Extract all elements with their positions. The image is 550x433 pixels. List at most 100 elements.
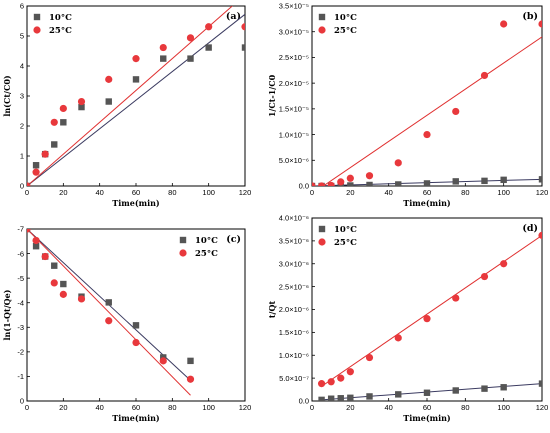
y-tick-label: 5.0×10⁻⁶ (279, 156, 309, 165)
point-25c (423, 130, 431, 139)
point-25c (27, 182, 31, 186)
point-25c (327, 378, 335, 386)
point-25c (327, 181, 335, 186)
legend-marker (179, 236, 187, 244)
y-tick-label: 2.5×10⁻⁵ (279, 53, 309, 62)
y-tick-label: 1.0×10⁻⁵ (279, 130, 309, 139)
point-10c (347, 394, 354, 401)
point-10c (366, 393, 373, 400)
y-tick-label: 2.0×10⁻⁶ (279, 305, 309, 314)
point-25c (32, 168, 40, 176)
point-25c (538, 20, 542, 28)
fit-line-10c (27, 13, 245, 186)
point-25c (186, 34, 195, 42)
x-tick-label: 0 (310, 403, 314, 412)
point-10c (481, 385, 488, 392)
point-25c (346, 174, 354, 182)
fit-line-25c (321, 234, 542, 387)
point-25c (132, 55, 140, 63)
point-25c (105, 317, 113, 325)
x-tick-label: 80 (168, 403, 176, 412)
point-10c (32, 162, 40, 169)
panel-a: 0 20 40 60 80 100 120 0 1 2 3 4 5 6 Time(min) ln(Ct/C0)… (2, 2, 251, 208)
x-tick-label: 100 (497, 188, 510, 197)
legend-entry-10c: 10°C (179, 236, 218, 246)
point-10c (78, 103, 85, 111)
y-tick-label: 0 (20, 182, 24, 191)
point-25c (159, 43, 167, 52)
x-tick-label: 40 (384, 403, 392, 412)
point-10c (423, 389, 431, 396)
point-25c (346, 368, 354, 376)
x-tick-label: 0 (25, 403, 29, 412)
fit-line-25c (27, 229, 191, 396)
y-tick-label: 1 (20, 152, 24, 161)
point-10c (318, 396, 325, 401)
point-10c (423, 180, 431, 186)
point-25c (41, 150, 49, 158)
x-axis-label: Time(min) (403, 198, 451, 208)
legend-marker (318, 26, 326, 34)
legend-marker (318, 225, 326, 233)
point-10c (51, 262, 58, 269)
legend-label: 10°C (195, 236, 218, 246)
y-tick-label: -3 (17, 323, 24, 332)
point-25c (317, 380, 326, 388)
y-tick-label: 0.0 (299, 182, 309, 191)
y-tick-label: 2.5×10⁻⁶ (279, 282, 309, 291)
point-10c (32, 243, 40, 250)
point-10c (452, 387, 459, 394)
point-25c (452, 107, 460, 116)
legend-label: 10°C (49, 13, 72, 23)
point-10c (132, 322, 140, 329)
x-tick-label: 60 (423, 403, 431, 412)
point-10c (538, 380, 542, 387)
y-tick-label: 1.5×10⁻⁵ (279, 105, 309, 114)
plot-area (317, 231, 542, 401)
point-10c (105, 299, 112, 306)
point-10c (241, 44, 245, 51)
x-tick-label: 120 (239, 188, 252, 197)
x-tick-label: 60 (132, 403, 140, 412)
legend-label: 25°C (334, 238, 357, 248)
point-25c (317, 182, 326, 186)
fit-line-25c (27, 6, 233, 186)
point-10c (51, 141, 58, 148)
point-25c (27, 229, 31, 233)
legend-entry-10c: 10°C (318, 13, 357, 23)
point-25c (480, 71, 489, 80)
point-25c (500, 20, 508, 28)
legend-label: 10°C (334, 225, 357, 235)
x-tick-label: 120 (536, 403, 549, 412)
point-25c (538, 231, 542, 239)
plot-area (27, 229, 195, 396)
point-25c (132, 338, 140, 347)
point-10c (481, 177, 488, 185)
x-tick-label: 40 (384, 188, 392, 197)
point-10c (105, 98, 112, 105)
point-10c (395, 391, 402, 398)
y-tick-label: 3.5×10⁻⁵ (279, 2, 309, 11)
y-tick-label: -6 (17, 249, 24, 258)
legend-entry-10c: 10°C (33, 13, 72, 23)
y-tick-label: 0.0 (299, 397, 309, 406)
point-25c (241, 23, 245, 31)
point-25c (423, 315, 431, 323)
x-tick-label: 120 (536, 188, 549, 197)
point-25c (365, 353, 374, 362)
legend-entry-10c: 10°C (318, 225, 357, 235)
panel-label: (a) (226, 11, 241, 22)
point-10c (160, 55, 167, 62)
point-25c (337, 374, 345, 382)
point-25c (77, 97, 86, 106)
point-25c (394, 159, 402, 167)
point-25c (32, 236, 40, 245)
y-axis-label: ln(1-Qt/Qe) (2, 289, 12, 340)
point-25c (186, 375, 195, 383)
fit-line-25c (322, 36, 542, 186)
x-tick-label: 100 (202, 188, 215, 197)
x-tick-label: 20 (59, 403, 67, 412)
x-axis-label: Time(min) (403, 413, 451, 423)
legend-label: 25°C (49, 26, 72, 36)
